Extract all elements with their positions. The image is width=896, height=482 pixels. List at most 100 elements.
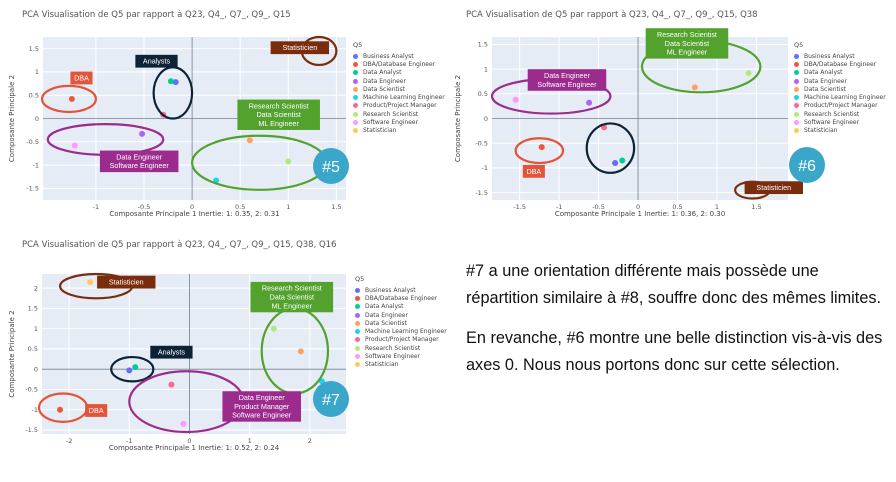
legend-title: Q5 [794,41,804,49]
data-point [126,367,133,374]
legend-swatch [794,86,799,92]
legend-item[interactable]: Data Engineer [355,311,447,319]
legend-item[interactable]: Product/Project Manager [355,336,447,344]
legend-item[interactable]: Software Engineer [353,118,445,126]
group-label-text: Analysts [143,57,171,66]
legend-item[interactable]: Research Scientist [794,110,886,118]
y-tick-label: 0 [34,365,38,373]
legend-swatch [355,312,360,318]
x-axis-label: Composante Principale 1 Inertie: 1: 0.36… [555,210,725,218]
legend-label: Machine Learning Engineer [804,94,886,102]
x-tick-label: -1.5 [513,203,526,211]
legend-swatch [353,70,358,76]
legend-item[interactable]: Research Scientist [353,110,445,118]
y-tick-label: 0.5 [28,345,38,353]
cluster-outline [585,122,636,174]
group-label-box [250,281,334,313]
group-label-text: Statisticien [109,278,144,287]
legend-item[interactable]: Statistician [794,127,886,135]
y-tick-label: -0.5 [475,139,488,147]
legend-item[interactable]: Business Analyst [353,52,445,60]
legend-item[interactable]: Data Scientist [794,85,886,93]
legend-item[interactable]: Research Scientist [355,344,447,352]
x-tick-label: -1 [93,203,99,211]
group-label-box [85,404,108,417]
y-tick-label: -1 [33,161,39,169]
legend-item[interactable]: Software Engineer [355,352,447,360]
chart-number-badge [313,381,349,417]
legend: Q5 Business Analyst DBA/Database Engineer D… [355,275,447,369]
data-point [172,79,179,86]
group-label-text: Data Engineer [116,152,163,161]
legend-item[interactable]: Data Analyst [353,69,445,77]
legend-item[interactable]: Product/Project Manager [353,102,445,110]
x-tick-label: 1 [715,203,719,211]
legend-item[interactable]: Data Analyst [794,69,886,77]
legend-label: Software Engineer [804,119,860,127]
group-label-text: ML Engineer [667,48,708,57]
commentary-paragraph-2: En revanche, #6 montre une belle distinc… [466,329,883,374]
legend-item[interactable]: Data Engineer [353,77,445,85]
legend-label: Research Scientist [804,110,860,118]
legend-label: Statistician [365,361,399,369]
legend-item[interactable]: Business Analyst [355,286,447,294]
legend-label: Statistician [363,127,397,135]
y-tick-label: -1.5 [26,185,39,193]
chart-title: PCA Visualisation de Q5 par rapport à Q2… [22,10,291,20]
legend-swatch [794,103,799,109]
legend-item[interactable]: DBA/Database Engineer [794,60,886,68]
y-tick-label: 0 [35,115,39,123]
legend-label: Data Scientist [804,85,846,93]
legend-item[interactable]: DBA/Database Engineer [355,294,447,302]
legend-swatch [353,103,358,109]
x-tick-label: 1 [248,437,252,445]
group-label-text: Software Engineer [537,80,597,89]
legend-item[interactable]: Machine Learning Engineer [353,93,445,101]
legend-swatch [353,111,358,117]
legend-swatch [353,120,358,126]
y-tick-label: -1 [482,164,488,172]
legend-item[interactable]: Statistician [355,361,447,369]
legend-item[interactable]: Data Engineer [794,77,886,85]
legend-item[interactable]: Data Analyst [355,303,447,311]
data-point [132,364,139,371]
data-point [538,144,545,151]
group-label-box [99,150,179,173]
legend-item[interactable]: Product/Project Manager [794,102,886,110]
legend-label: DBA/Database Engineer [365,294,438,302]
legend-label: DBA/Database Engineer [363,60,436,68]
legend-label: Research Scientist [363,110,419,118]
legend-swatch [794,61,799,67]
group-label-box [645,28,729,59]
legend-label: Business Analyst [365,286,416,294]
group-label-text: Statisticien [756,183,791,192]
legend-item[interactable]: Machine Learning Engineer [355,327,447,335]
legend-item[interactable]: Machine Learning Engineer [794,93,886,101]
group-label-text: Product Manager [234,402,290,411]
legend-item[interactable]: Software Engineer [794,118,886,126]
group-label-box [527,69,607,91]
group-label: DBA [85,404,108,417]
legend-item[interactable]: Data Scientist [353,85,445,93]
y-tick-label: 1 [484,65,488,73]
legend-swatch [353,61,358,67]
legend-swatch [353,128,358,134]
data-point [691,84,698,91]
group-label-text: Statisticien [282,43,317,52]
x-tick-label: 0.5 [672,203,682,211]
legend-item[interactable]: Statistician [353,127,445,135]
y-tick-label: 0 [484,115,488,123]
legend-item[interactable]: DBA/Database Engineer [353,60,445,68]
legend-swatch [355,354,360,360]
legend-item[interactable]: Data Scientist [355,319,447,327]
data-point [285,158,292,165]
legend: Q5 Business Analyst DBA/Database Engineer D… [794,41,886,135]
legend-swatch [355,287,360,293]
x-tick-label: 1.5 [331,203,341,211]
data-point [270,325,277,332]
legend-item[interactable]: Business Analyst [794,52,886,60]
chart-title: PCA Visualisation de Q5 par rapport à Q2… [22,240,337,250]
legend-label: Research Scientist [365,344,421,352]
y-tick-label: 2 [34,284,38,292]
legend-label: DBA/Database Engineer [804,60,877,68]
